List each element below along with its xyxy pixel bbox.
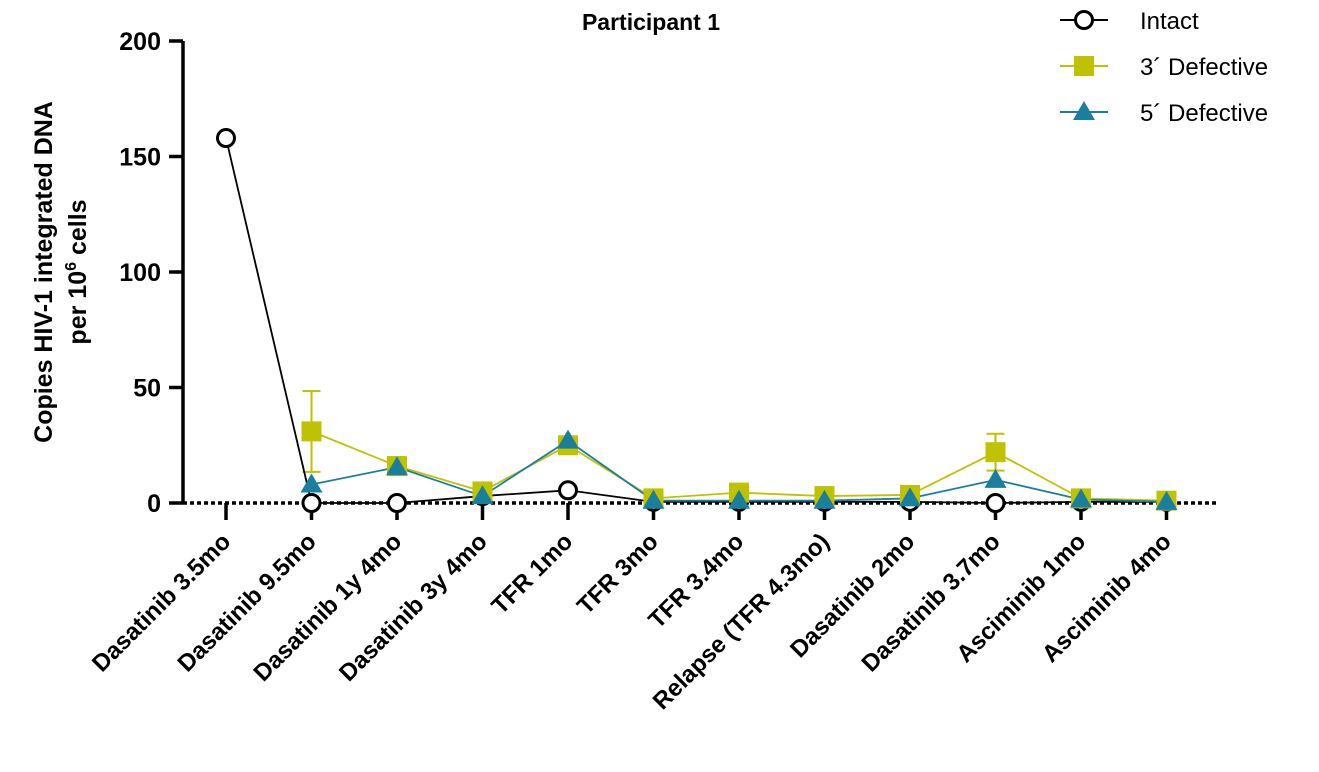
x-tick-label: Dasatinib 3y 4mo [334, 528, 493, 687]
legend-marker [1073, 101, 1095, 120]
x-tick-label: Dasatinib 1y 4mo [249, 528, 408, 687]
y-axis-label-line1: Copies HIV-1 integrated DNA [30, 101, 58, 443]
data-point [301, 421, 322, 442]
data-point [728, 489, 750, 509]
data-point [471, 485, 494, 505]
data-point [813, 489, 836, 509]
y-tick-label: 50 [133, 375, 161, 403]
legend-label: 5´ Defective [1140, 100, 1268, 127]
series-lines [225, 137, 1167, 504]
y-tick-label: 150 [119, 144, 161, 172]
data-point [1070, 488, 1092, 508]
data-point [899, 487, 921, 507]
y-axis-label-line2: per 106 cells [63, 199, 92, 344]
data-point [386, 456, 408, 476]
x-tick-label: TFR 3mo [572, 528, 664, 620]
x-tick-label: TFR 1mo [487, 528, 579, 620]
legend-marker [1074, 56, 1094, 76]
error-bars [302, 389, 1005, 473]
series-line [225, 137, 1167, 504]
data-point [985, 493, 1006, 513]
data-point [1155, 490, 1178, 510]
data-point [301, 493, 322, 513]
legend-item: Intact [1060, 8, 1199, 35]
chart-title: Participant 1 [582, 9, 720, 35]
series-markers [216, 128, 1178, 513]
data-point [985, 442, 1006, 463]
data-point [300, 473, 323, 493]
legend-item: 5´ Defective [1060, 100, 1268, 127]
legend-label: Intact [1140, 8, 1199, 35]
legend: Intact 3´ Defective 5´ Defective [1060, 8, 1268, 127]
y-tick-label: 0 [147, 490, 161, 518]
y-tick-label: 200 [119, 28, 161, 56]
legend-item: 3´ Defective [1060, 54, 1268, 81]
data-point [558, 480, 578, 501]
y-tick-label: 100 [119, 259, 161, 287]
legend-marker [1074, 10, 1094, 30]
y-axis-label: Copies HIV-1 integrated DNA per 106 cell… [30, 101, 92, 443]
data-point [216, 128, 236, 149]
data-point [984, 468, 1007, 488]
legend-label: 3´ Defective [1140, 54, 1268, 81]
data-point [557, 429, 579, 449]
data-point [387, 493, 407, 513]
data-point [642, 489, 665, 509]
